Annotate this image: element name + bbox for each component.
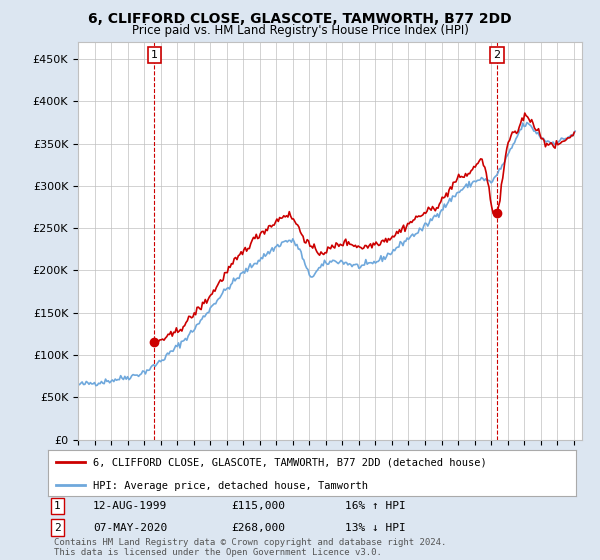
- Text: 6, CLIFFORD CLOSE, GLASCOTE, TAMWORTH, B77 2DD: 6, CLIFFORD CLOSE, GLASCOTE, TAMWORTH, B…: [88, 12, 512, 26]
- Text: £268,000: £268,000: [231, 522, 285, 533]
- Text: 13% ↓ HPI: 13% ↓ HPI: [345, 522, 406, 533]
- Text: Contains HM Land Registry data © Crown copyright and database right 2024.
This d: Contains HM Land Registry data © Crown c…: [54, 538, 446, 557]
- Text: HPI: Average price, detached house, Tamworth: HPI: Average price, detached house, Tamw…: [93, 481, 368, 491]
- Text: 12-AUG-1999: 12-AUG-1999: [93, 501, 167, 511]
- Text: 1: 1: [54, 501, 61, 511]
- Text: 07-MAY-2020: 07-MAY-2020: [93, 522, 167, 533]
- Text: 1: 1: [151, 50, 158, 60]
- Text: 2: 2: [493, 50, 500, 60]
- Text: 2: 2: [54, 522, 61, 533]
- Text: 16% ↑ HPI: 16% ↑ HPI: [345, 501, 406, 511]
- Text: £115,000: £115,000: [231, 501, 285, 511]
- Text: 6, CLIFFORD CLOSE, GLASCOTE, TAMWORTH, B77 2DD (detached house): 6, CLIFFORD CLOSE, GLASCOTE, TAMWORTH, B…: [93, 458, 487, 468]
- Text: Price paid vs. HM Land Registry's House Price Index (HPI): Price paid vs. HM Land Registry's House …: [131, 24, 469, 36]
